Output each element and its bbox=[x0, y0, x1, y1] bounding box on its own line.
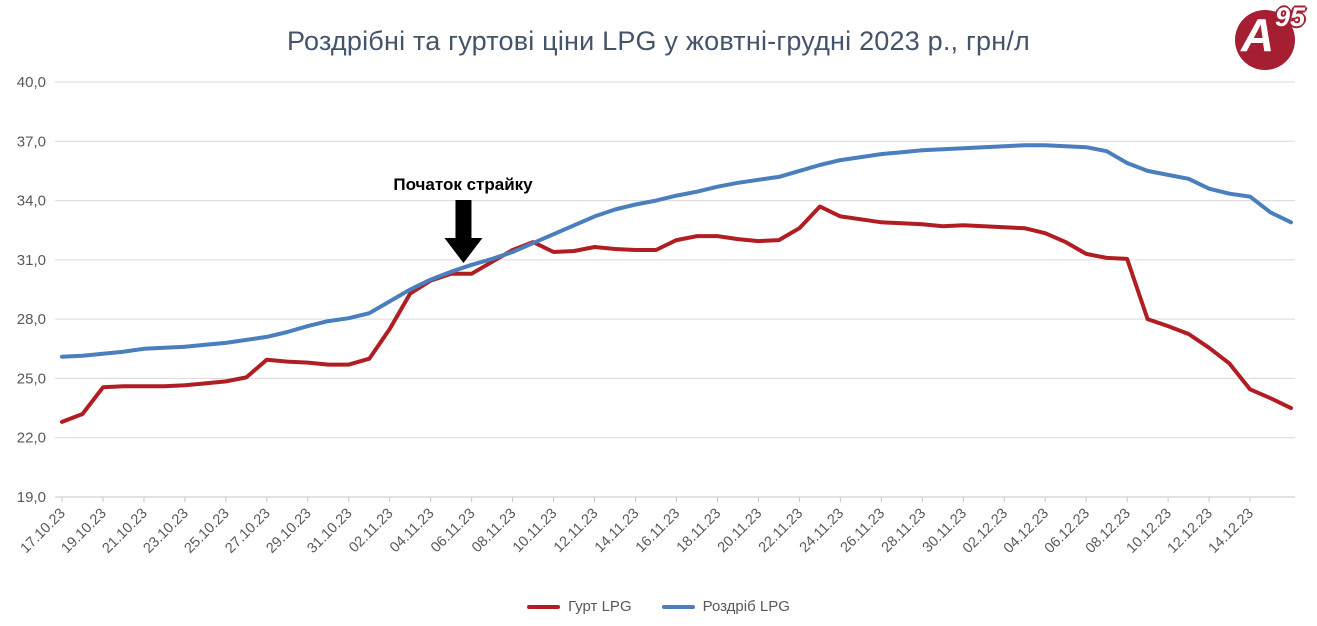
x-tick-label: 08.11.23 bbox=[469, 506, 519, 556]
a95-logo-icon: A 95 bbox=[1233, 2, 1305, 72]
x-tick-label: 06.11.23 bbox=[428, 506, 478, 556]
y-tick-label: 25,0 bbox=[17, 370, 46, 387]
rozdrib-lpg-line-swatch-icon bbox=[661, 604, 695, 609]
y-tick-label: 28,0 bbox=[17, 311, 46, 328]
y-tick-label: 22,0 bbox=[17, 430, 46, 447]
x-tick-label: 18.11.23 bbox=[674, 506, 724, 556]
x-tick-label: 12.11.23 bbox=[551, 506, 601, 556]
y-tick-label: 31,0 bbox=[17, 252, 46, 269]
x-tick-label: 24.11.23 bbox=[797, 506, 847, 556]
y-tick-label: 19,0 bbox=[17, 489, 46, 506]
legend-item-hurt-lpg: Гурт LPG bbox=[527, 598, 632, 615]
x-tick-label: 14.12.23 bbox=[1206, 506, 1257, 557]
x-tick-label: 26.11.23 bbox=[838, 506, 888, 556]
x-tick-label: 14.11.23 bbox=[592, 506, 642, 556]
strike-arrow-shaft bbox=[455, 200, 472, 238]
logo-circle bbox=[1235, 10, 1295, 70]
x-tick-label: 20.11.23 bbox=[715, 506, 765, 556]
strike-arrow-icon bbox=[444, 238, 483, 263]
strike-annotation-label: Початок страйку bbox=[393, 175, 533, 194]
x-tick-label: 02.11.23 bbox=[346, 506, 396, 556]
x-tick-label: 04.11.23 bbox=[387, 506, 437, 556]
legend-label-hurt-lpg: Гурт LPG bbox=[568, 598, 632, 615]
chart-legend: Гурт LPG Роздріб LPG bbox=[0, 598, 1317, 615]
chart-title: Роздрібні та гуртові ціни LPG у жовтні-г… bbox=[287, 26, 1030, 56]
legend-item-rozdrib-lpg: Роздріб LPG bbox=[661, 598, 790, 615]
logo-letter: A bbox=[1241, 9, 1275, 61]
legend-label-rozdrib-lpg: Роздріб LPG bbox=[702, 598, 790, 615]
x-tick-label: 22.11.23 bbox=[756, 506, 806, 556]
y-tick-label: 34,0 bbox=[17, 193, 46, 210]
x-tick-label: 28.11.23 bbox=[879, 506, 929, 556]
logo-superscript: 95 bbox=[1274, 2, 1305, 32]
x-tick-label: 31.10.23 bbox=[304, 506, 355, 557]
x-tick-label: 16.11.23 bbox=[633, 506, 683, 556]
series-line-hurt-lpg bbox=[60, 204, 1293, 424]
hurt-lpg-line-swatch-icon bbox=[527, 604, 561, 609]
y-tick-label: 40,0 bbox=[17, 74, 46, 91]
y-tick-label: 37,0 bbox=[17, 133, 46, 150]
x-tick-label: 10.11.23 bbox=[510, 506, 560, 556]
series-line-rozdrib-lpg bbox=[60, 143, 1293, 359]
